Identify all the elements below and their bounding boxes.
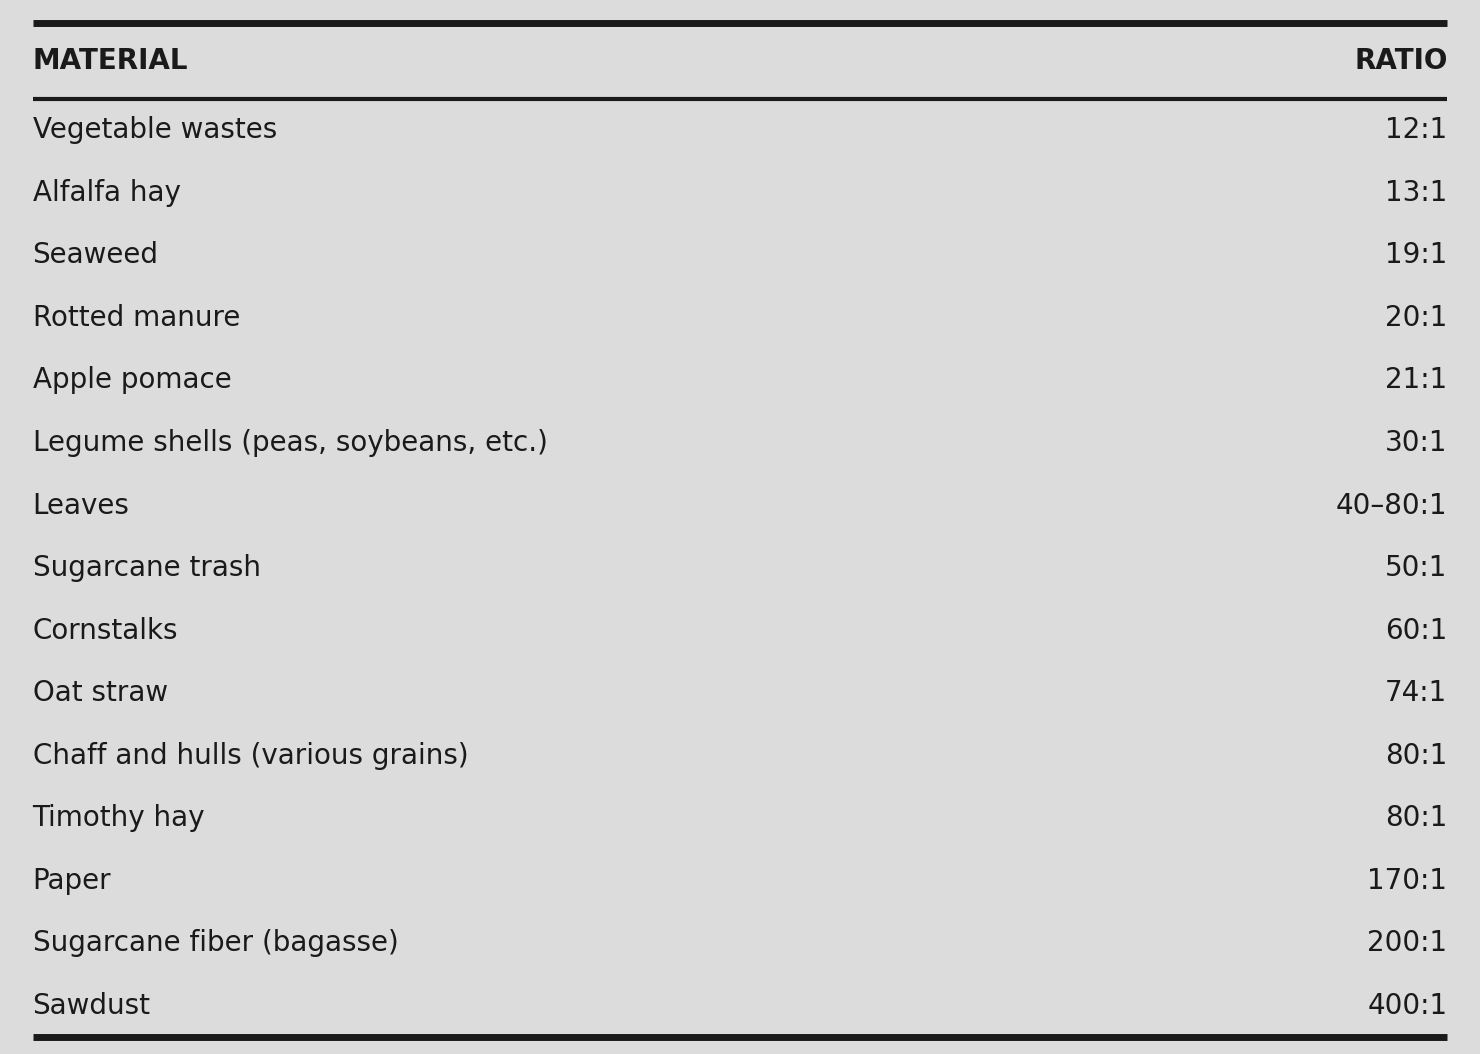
Text: Vegetable wastes: Vegetable wastes: [33, 116, 277, 144]
Text: 40–80:1: 40–80:1: [1336, 491, 1447, 520]
Text: 170:1: 170:1: [1368, 866, 1447, 895]
Text: Sugarcane fiber (bagasse): Sugarcane fiber (bagasse): [33, 930, 398, 957]
Text: Cornstalks: Cornstalks: [33, 617, 178, 645]
Text: RATIO: RATIO: [1354, 47, 1447, 75]
Text: 60:1: 60:1: [1385, 617, 1447, 645]
Text: Sawdust: Sawdust: [33, 992, 151, 1020]
Text: Timothy hay: Timothy hay: [33, 804, 206, 833]
Text: 400:1: 400:1: [1368, 992, 1447, 1020]
Text: Oat straw: Oat straw: [33, 679, 167, 707]
Text: Paper: Paper: [33, 866, 111, 895]
Text: Seaweed: Seaweed: [33, 241, 158, 270]
Text: 74:1: 74:1: [1385, 679, 1447, 707]
Text: 200:1: 200:1: [1368, 930, 1447, 957]
Text: Chaff and hulls (various grains): Chaff and hulls (various grains): [33, 742, 468, 769]
Text: 30:1: 30:1: [1385, 429, 1447, 457]
Text: 21:1: 21:1: [1385, 367, 1447, 394]
Text: Leaves: Leaves: [33, 491, 129, 520]
Text: Rotted manure: Rotted manure: [33, 304, 240, 332]
Text: Legume shells (peas, soybeans, etc.): Legume shells (peas, soybeans, etc.): [33, 429, 548, 457]
Text: 19:1: 19:1: [1385, 241, 1447, 270]
Text: 12:1: 12:1: [1385, 116, 1447, 144]
Text: 20:1: 20:1: [1385, 304, 1447, 332]
Text: Apple pomace: Apple pomace: [33, 367, 231, 394]
Text: Sugarcane trash: Sugarcane trash: [33, 554, 260, 582]
Text: 50:1: 50:1: [1385, 554, 1447, 582]
Text: 80:1: 80:1: [1385, 804, 1447, 833]
Text: Alfalfa hay: Alfalfa hay: [33, 179, 181, 207]
Text: MATERIAL: MATERIAL: [33, 47, 188, 75]
Text: 80:1: 80:1: [1385, 742, 1447, 769]
Text: 13:1: 13:1: [1385, 179, 1447, 207]
